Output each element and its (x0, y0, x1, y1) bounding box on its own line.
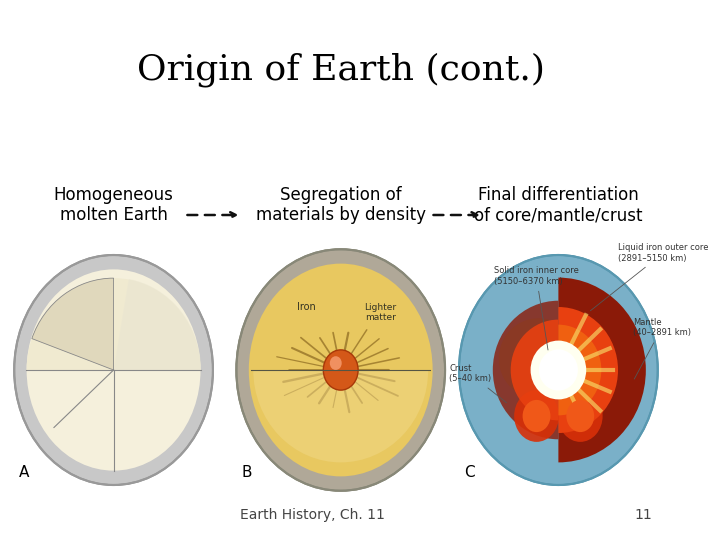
Wedge shape (32, 278, 114, 370)
Circle shape (539, 349, 578, 390)
Text: B: B (241, 465, 252, 480)
Wedge shape (559, 278, 646, 462)
Text: Iron: Iron (297, 302, 315, 312)
Ellipse shape (459, 255, 658, 485)
Wedge shape (510, 320, 559, 421)
Ellipse shape (330, 356, 342, 370)
Text: C: C (464, 465, 474, 480)
Ellipse shape (558, 390, 603, 442)
Ellipse shape (14, 255, 213, 485)
Wedge shape (27, 278, 201, 370)
Wedge shape (114, 279, 201, 370)
Text: Homogeneous
molten Earth: Homogeneous molten Earth (53, 186, 174, 225)
Text: Lighter
matter: Lighter matter (364, 303, 397, 322)
Wedge shape (559, 307, 618, 433)
Wedge shape (559, 325, 601, 415)
Text: Origin of Earth (cont.): Origin of Earth (cont.) (137, 53, 545, 87)
Text: 11: 11 (635, 508, 652, 522)
Circle shape (531, 341, 586, 400)
Text: Crust
(5–40 km): Crust (5–40 km) (449, 364, 507, 403)
Text: A: A (19, 465, 30, 480)
Ellipse shape (499, 318, 578, 399)
Ellipse shape (249, 264, 433, 476)
Text: Earth History, Ch. 11: Earth History, Ch. 11 (240, 508, 384, 522)
Text: Solid iron inner core
(5150–6370 km): Solid iron inner core (5150–6370 km) (494, 266, 579, 350)
Ellipse shape (523, 400, 550, 432)
Wedge shape (253, 370, 428, 462)
Ellipse shape (323, 350, 358, 390)
Ellipse shape (514, 390, 559, 442)
Ellipse shape (236, 249, 445, 491)
Text: Mantle
(40–2891 km): Mantle (40–2891 km) (633, 318, 691, 379)
Text: Final differentiation
of core/mantle/crust: Final differentiation of core/mantle/cru… (474, 186, 643, 225)
Ellipse shape (27, 269, 201, 471)
Ellipse shape (567, 400, 594, 432)
Wedge shape (492, 301, 559, 440)
Text: Segregation of
materials by density: Segregation of materials by density (256, 186, 426, 225)
Text: Liquid iron outer core
(2891–5150 km): Liquid iron outer core (2891–5150 km) (590, 244, 708, 311)
